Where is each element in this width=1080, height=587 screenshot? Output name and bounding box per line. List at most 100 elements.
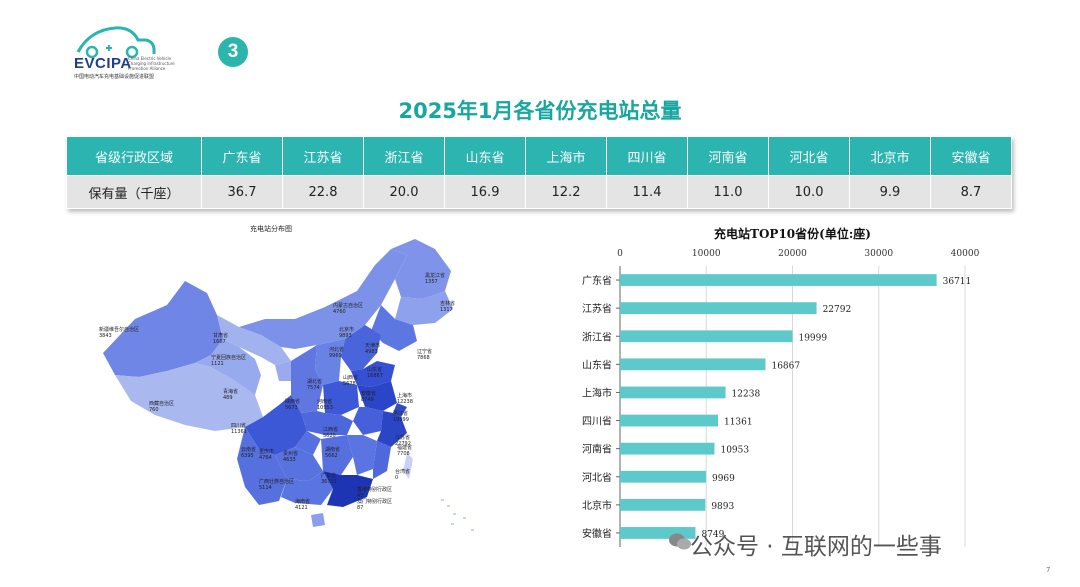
chart-value-label: 16867 [771,361,800,371]
map-label-value: 1121 [211,361,224,367]
map-label-value: 489 [223,395,233,401]
chart-value-label: 9969 [712,474,735,484]
map-label-value: 5662 [325,453,338,459]
table-header-label: 省级行政区域 [66,136,202,176]
map-label-name: 河南省 [317,398,332,405]
map-label-name: 广西壮族自治区 [259,478,294,485]
map-label-value: 10953 [317,405,333,411]
table-value-cell: 11.0 [687,175,769,209]
table-header-cell: 河南省 [687,136,769,176]
chart-category-label: 北京市 [582,499,612,512]
map-label-name: 海南省 [295,498,310,505]
map-label-value: 3843 [99,333,112,339]
chart-value-label: 36711 [943,277,972,287]
map-label-name: 黑龙江省 [425,272,445,279]
map-title: 充电站分布图 [250,225,292,233]
map-label-value: 1357 [425,279,438,285]
table-header-row: 省级行政区域 广东省 江苏省 浙江省 山东省 上海市 四川省 河南省 河北省 北… [66,136,1012,176]
table-value-row: 保有量（千座） 36.7 22.8 20.0 16.9 12.2 11.4 11… [66,175,1012,209]
region-yunnan [237,427,287,505]
region-xinjiang [103,281,223,377]
map-label-name: 吉林省 [440,300,455,307]
region-zhejiang [377,411,407,447]
table-value-cell: 16.9 [444,175,526,209]
region-shanghai [393,403,407,417]
chart-category-label: 河北省 [582,471,612,484]
region-anhui [353,407,383,435]
chart-bar [620,386,726,399]
chart-value-label: 11361 [724,418,753,428]
chart-x-tick-label: 10000 [692,249,721,259]
map-label-name: 宁夏回族自治区 [211,354,246,361]
map-label-value: 19999 [393,417,409,423]
region-jiangsu [357,381,397,411]
region-chongqing [295,431,321,455]
map-label-name: 云南省 [241,446,256,453]
map-label-value: 760 [149,407,159,413]
chart-bar [620,414,718,427]
chart-category-label: 广东省 [582,274,612,287]
map-label-name: 天津市 [365,342,380,349]
chart-bar [620,358,766,371]
map-label-value: 87 [357,505,363,511]
map-label-value: 9893 [339,333,352,339]
table-value-cell: 10.0 [768,175,850,209]
region-inner-mongolia [239,249,407,349]
chart-value-label: 19999 [798,333,827,343]
map-label-name: 湖南省 [325,446,340,453]
table-value-cell: 9.9 [849,175,931,209]
map-label-value: 0 [395,475,398,481]
map-label-name: 陕西省 [285,398,300,405]
chart-bar [620,330,793,343]
table-header-cell: 浙江省 [363,136,445,176]
chart-category-label: 江苏省 [582,302,612,315]
page-number: 7 [1046,566,1051,574]
map-label-name: 安徽省 [361,390,376,397]
map-label-name: 四川省 [231,422,246,429]
region-hainan [311,513,325,527]
region-heilongjiang [391,239,451,299]
map-label-name: 广东省 [321,472,336,479]
map-label-name: 上海市 [397,392,412,399]
map-label-name: 福建省 [397,444,412,451]
table-value-cell: 22.8 [282,175,364,209]
chart-value-label: 10953 [720,446,749,456]
map-label-value: 4764 [259,455,272,461]
chart-category-label: 安徽省 [582,527,612,540]
region-liaoning [371,305,417,351]
map-label-value: 36711 [321,479,337,485]
region-shanxi [315,339,345,385]
table-header-cell: 河北省 [768,136,850,176]
map-label-value: 5114 [259,485,272,491]
map-label-value: 11361 [231,429,247,435]
map-label-name: 河北省 [329,346,344,353]
map-label-value: 5678 [343,381,356,387]
map-label-name: 香港特别行政区 [357,486,392,493]
map-label-value: 7574 [307,385,320,391]
region-fujian [373,441,391,479]
chart-category-label: 四川省 [582,415,612,428]
logo-name: EVCIPA [74,55,132,72]
map-label-value: 5673 [285,405,298,411]
map-label-name: 新疆维吾尔自治区 [99,326,139,333]
page-title: 2025年1月各省份充电站总量 [398,99,682,123]
table-value-cell: 12.2 [525,175,607,209]
province-table: 省级行政区域 广东省 江苏省 浙江省 山东省 上海市 四川省 河南省 河北省 北… [66,136,1012,209]
top10-bar-chart: 充电站TOP10省份(单位:座) 0 10000 20000 30000 40000 广东省… [582,226,980,547]
map-label-name: 湖北省 [307,378,322,385]
logo-subtitle: 中国电动汽车充电基础设施促进联盟 [74,74,155,80]
map-label-name: 江苏省 [395,434,410,441]
chart-bar [620,442,715,455]
map-label-name: 青海省 [223,388,238,395]
map-label-name: 台湾省 [395,468,410,475]
map-label-value: 4760 [333,309,346,315]
region-tibet [115,363,263,431]
chart-category-label: 浙江省 [582,330,612,343]
region-shandong [351,361,395,387]
map-label-value: 7708 [397,451,410,457]
region-jilin [395,291,453,325]
chart-x-tick-label: 20000 [778,249,807,259]
map-label-value: 9969 [329,353,342,359]
table-value-cell: 11.4 [606,175,688,209]
